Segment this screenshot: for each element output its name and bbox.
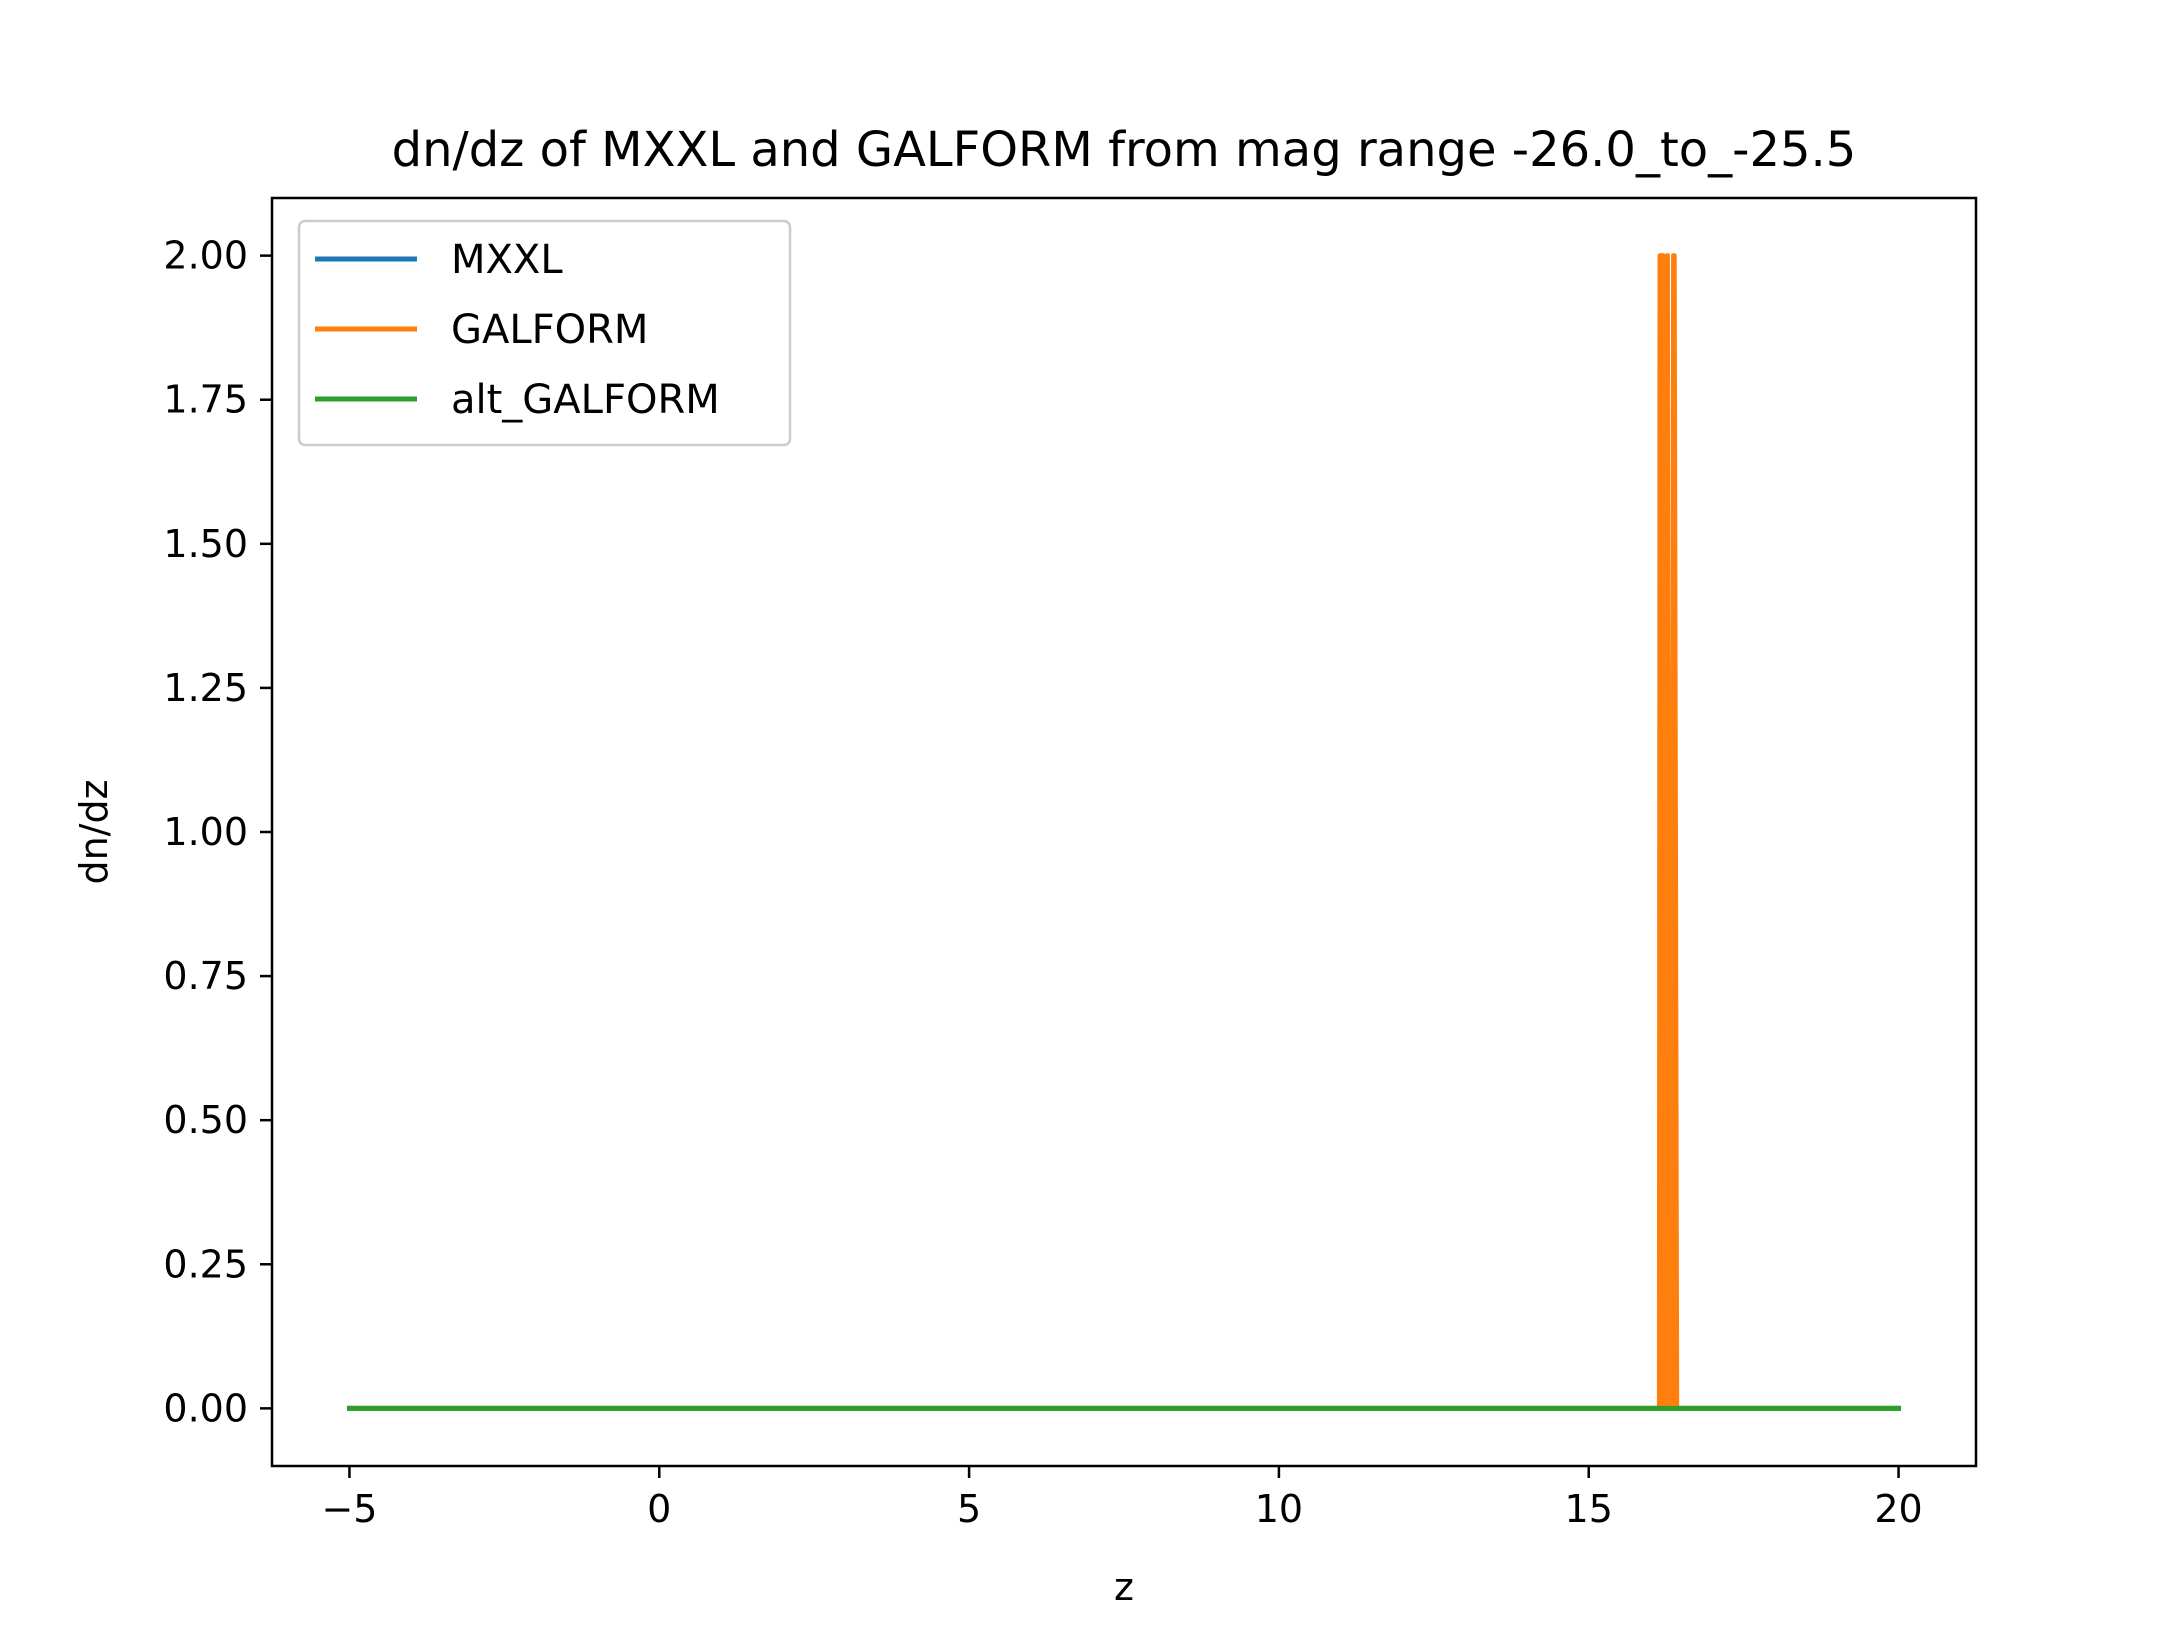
legend: MXXL GALFORM alt_GALFORM: [297, 219, 792, 447]
y-tick-label: 0.00: [163, 1386, 248, 1430]
y-tick-label: 1.00: [163, 810, 248, 854]
x-tick-label: −5: [321, 1487, 377, 1531]
legend-label-mxxl: MXXL: [451, 237, 563, 283]
y-axis-label: dn/dz: [72, 779, 116, 884]
legend-label-galform: GALFORM: [451, 307, 648, 353]
y-tick-label: 1.25: [163, 666, 248, 710]
x-axis-label: z: [1114, 1565, 1134, 1609]
x-tick-label: 15: [1565, 1487, 1613, 1531]
x-tick-label: 0: [647, 1487, 671, 1531]
y-tick-label: 2.00: [163, 234, 248, 278]
y-tick-label: 0.25: [163, 1242, 248, 1286]
x-axis-ticks: −5 0 5 10 15 20: [321, 1466, 1923, 1531]
y-tick-label: 1.75: [163, 378, 248, 422]
y-axis-ticks: 0.00 0.25 0.50 0.75 1.00 1.25 1.50 1.75 2.00: [163, 234, 272, 1430]
x-tick-label: 20: [1874, 1487, 1922, 1531]
legend-entries: MXXL GALFORM alt_GALFORM: [315, 237, 720, 423]
y-tick-label: 0.50: [163, 1098, 248, 1142]
chart-title: dn/dz of MXXL and GALFORM from mag range…: [392, 122, 1857, 178]
series-line-galform: [347, 253, 1901, 1411]
y-tick-label: 1.50: [163, 522, 248, 566]
legend-box: [297, 219, 792, 447]
series-layer: [347, 253, 1901, 1411]
x-tick-label: 5: [957, 1487, 981, 1531]
x-tick-label: 10: [1255, 1487, 1303, 1531]
y-tick-label: 0.75: [163, 954, 248, 998]
legend-label-alt-galform: alt_GALFORM: [451, 377, 720, 423]
